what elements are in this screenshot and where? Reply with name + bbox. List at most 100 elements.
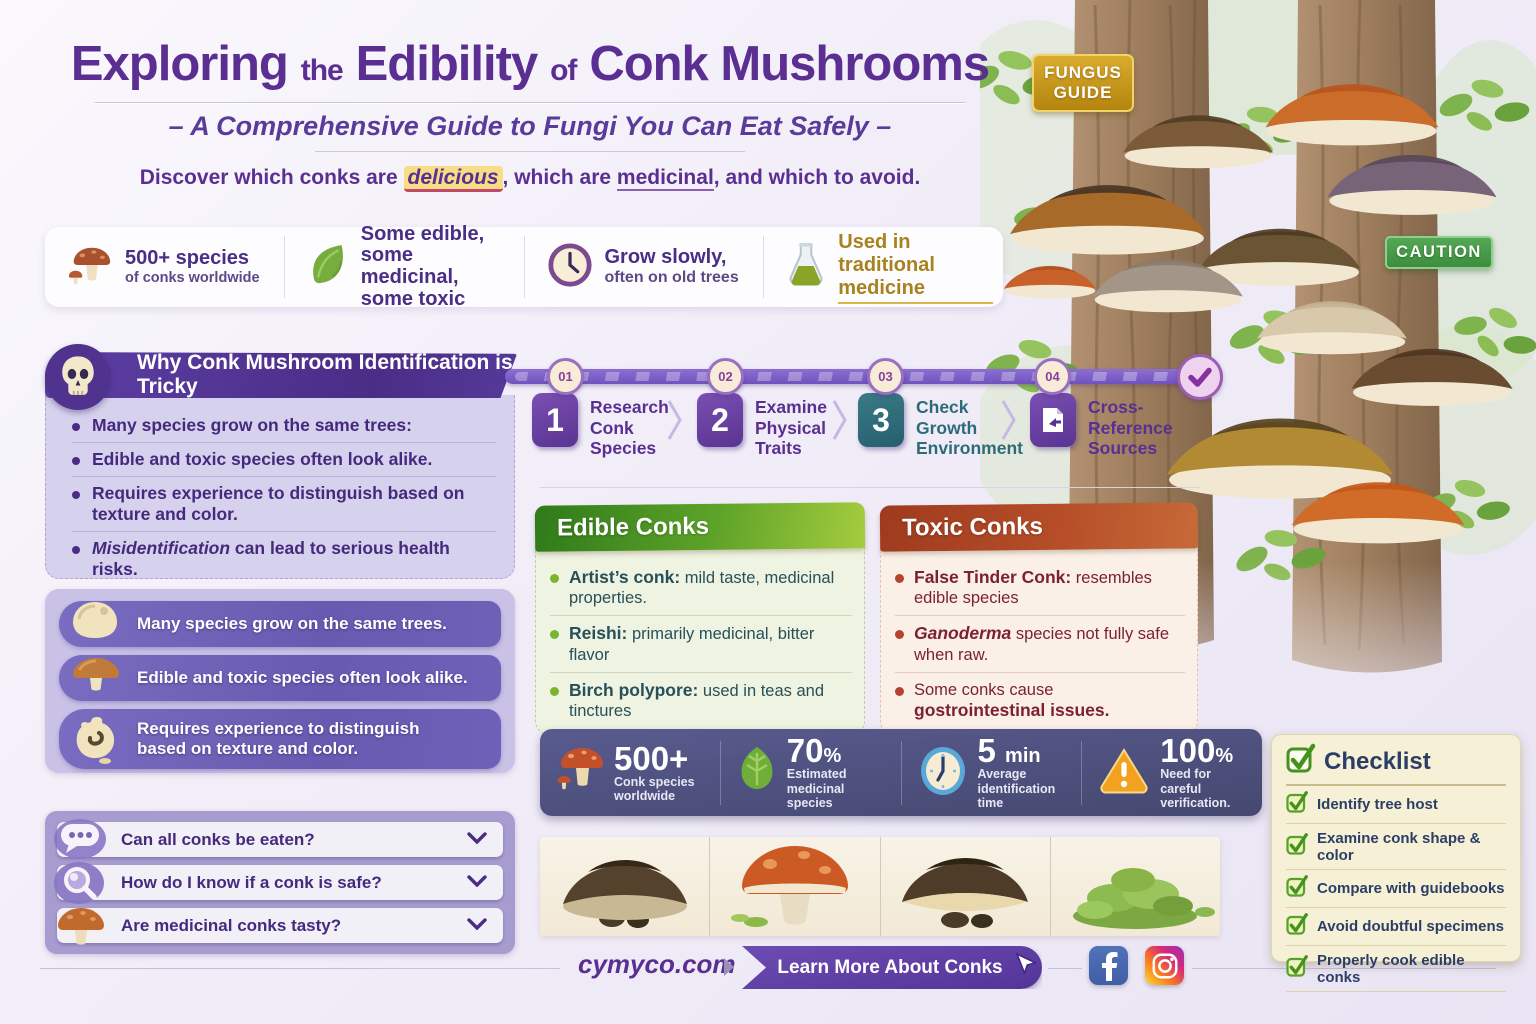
- toxic-conks-header: Toxic Conks: [879, 502, 1199, 552]
- play-arrow-icon: [721, 956, 737, 983]
- subtitle-divider: [315, 151, 745, 152]
- key-point-pill: Many species grow on the same trees.: [59, 601, 501, 647]
- checklist-item[interactable]: Identify tree host: [1286, 786, 1506, 824]
- step-2-examine: 2 Examine Physical Traits: [697, 393, 847, 459]
- checklist-item[interactable]: Properly cook edible conks: [1286, 946, 1506, 992]
- tricky-bullet: Misidentification can lead to serious he…: [72, 531, 496, 586]
- stat-conk-species: 500+ Conk species worldwide: [540, 741, 720, 805]
- stat-medicine: Used in traditional medicine: [763, 231, 1003, 304]
- mushroom-icon: [67, 242, 113, 293]
- checklist-item[interactable]: Examine conk shape & color: [1286, 824, 1506, 870]
- site-link[interactable]: cymyco.com: [578, 949, 736, 979]
- chevron-down-icon: [467, 874, 487, 892]
- tagline-highlight-delicious: delicious: [403, 166, 503, 192]
- checkbox-checked-icon: [1286, 954, 1308, 982]
- specimen-banded-conk: [879, 837, 1050, 936]
- specimen-orange-mushroom: [709, 837, 879, 936]
- caution-badge: CAUTION: [1385, 236, 1493, 269]
- steps-timeline: [505, 369, 1205, 384]
- subtitle: – A Comprehensive Guide to Fungi You Can…: [168, 111, 892, 141]
- specimen-strip: [540, 837, 1220, 936]
- tricky-section-header: Why Conk Mushroom Identification is Tric…: [45, 352, 517, 398]
- mushroom-slice-icon: [67, 596, 127, 652]
- step-2-number: 2: [697, 393, 743, 447]
- tricky-bullet: Many species grow on the same trees:: [72, 409, 496, 442]
- toxic-item: Ganoderma species not fully safe when ra…: [895, 615, 1185, 671]
- step-3-environment: 3 Check Growth Environment: [858, 393, 1023, 459]
- step-1-number: 1: [532, 393, 578, 447]
- timeline-marker-04: 04: [1034, 358, 1071, 395]
- speech-bubble-icon: [53, 816, 111, 864]
- checkbox-checked-icon: [1286, 874, 1308, 902]
- step-3-number: 3: [858, 393, 904, 447]
- learn-more-button[interactable]: Learn More About Conks: [742, 946, 1042, 989]
- checklist-item[interactable]: Compare with guidebooks: [1286, 870, 1506, 908]
- timeline-marker-03: 03: [867, 358, 904, 395]
- title-divider: [95, 102, 965, 103]
- document-arrow-icon: [1030, 393, 1076, 447]
- faq-row-how-do-i-know-safe[interactable]: How do I know if a conk is safe?: [54, 861, 503, 904]
- header: Exploring the Edibility of Conk Mushroom…: [55, 36, 1005, 192]
- chevron-down-icon: [467, 831, 487, 849]
- fungus-guide-badge: FUNGUS GUIDE: [1032, 54, 1134, 112]
- step-4-crossreference: Cross- Reference Sources: [1030, 393, 1180, 459]
- leaf-icon: [737, 745, 777, 800]
- tricky-bullet: Requires experience to distinguish based…: [72, 476, 496, 531]
- leaf-icon: [307, 242, 349, 293]
- edible-item: Artist’s conk: mild taste, medicinal pro…: [550, 560, 852, 615]
- tagline-underline-medicinal: medicinal: [616, 166, 714, 191]
- divider: [1192, 968, 1496, 969]
- cursor-icon: [1013, 951, 1038, 984]
- tricky-bullet: Edible and toxic species often look alik…: [72, 442, 496, 476]
- instagram-icon[interactable]: [1145, 946, 1184, 985]
- stat-medicinal-species: 70% Estimated medicinal species: [719, 734, 901, 810]
- facebook-icon[interactable]: [1089, 946, 1128, 985]
- top-stats-strip: 500+ species of conks worldwide Some edi…: [45, 223, 1003, 309]
- step-separator-icon: [831, 398, 849, 447]
- clock-icon: [547, 242, 593, 293]
- flask-icon: [786, 241, 826, 294]
- fungus-guide-line2: GUIDE: [1053, 83, 1113, 102]
- timeline-check-icon: [1177, 354, 1223, 400]
- divider: [1048, 968, 1082, 969]
- edible-item: Reishi: primarily medicinal, bitter flav…: [550, 615, 852, 671]
- toxic-conks-card: Toxic Conks False Tinder Conk: resembles…: [879, 502, 1199, 736]
- faq-panel: Can all conks be eaten? How do I know if…: [45, 811, 515, 954]
- faq-row-can-all-conks-be-eaten[interactable]: Can all conks be eaten?: [54, 818, 503, 859]
- stat-species: 500+ species of conks worldwide: [45, 236, 284, 298]
- edible-conks-body: Artist’s conk: mild taste, medicinal pro…: [535, 547, 865, 736]
- edible-conks-card: Edible Conks Artist’s conk: mild taste, …: [534, 502, 866, 736]
- toxic-item: Some conks cause gostrointestinal issues…: [895, 671, 1185, 728]
- timeline-marker-02: 02: [707, 358, 744, 395]
- page-title: Exploring the Edibility of Conk Mushroom…: [70, 37, 990, 91]
- tagline: Discover which conks are delicious, whic…: [55, 166, 1005, 192]
- stat-growth: Grow slowly, often on old trees: [523, 236, 764, 298]
- specimen-dark-conk: [540, 837, 709, 936]
- toxic-conks-body: False Tinder Conk: resembles edible spec…: [880, 547, 1198, 736]
- chevron-down-icon: [467, 917, 487, 935]
- checklist-item[interactable]: Avoid doubtful specimens: [1286, 908, 1506, 946]
- checkbox-checked-icon: [1286, 743, 1316, 778]
- key-points-panel: Many species grow on the same trees. Edi…: [45, 589, 515, 773]
- stat-edibility: Some edible, some medicinal, some toxic: [283, 223, 524, 309]
- checkbox-checked-icon: [1286, 912, 1308, 940]
- step-separator-icon: [1000, 398, 1018, 447]
- checklist-panel: Checklist Identify tree host Examine con…: [1271, 734, 1521, 992]
- divider: [540, 487, 1200, 488]
- specimen-green-moss: [1049, 837, 1220, 936]
- stat-identification-time: 5 min Average identification time: [900, 734, 1082, 810]
- checkbox-checked-icon: [1286, 832, 1308, 860]
- step-1-research: 1 Research Conk Species: [532, 393, 682, 459]
- checklist-header: Checklist: [1286, 743, 1506, 786]
- mushroom-sack-icon: [67, 711, 127, 767]
- step-separator-icon: [666, 398, 684, 447]
- fungus-guide-line1: FUNGUS: [1044, 63, 1122, 83]
- checkbox-checked-icon: [1286, 790, 1308, 818]
- skull-icon: [45, 344, 111, 410]
- clock-icon: [918, 743, 968, 802]
- warning-icon: [1098, 746, 1150, 799]
- faq-row-are-medicinal-conks-tasty[interactable]: Are medicinal conks tasty?: [57, 907, 503, 945]
- edible-item: Birch polypore: used in teas and tinctur…: [550, 671, 852, 728]
- toxic-item: False Tinder Conk: resembles edible spec…: [895, 560, 1185, 615]
- key-point-pill: Requires experience to distinguish based…: [59, 709, 501, 769]
